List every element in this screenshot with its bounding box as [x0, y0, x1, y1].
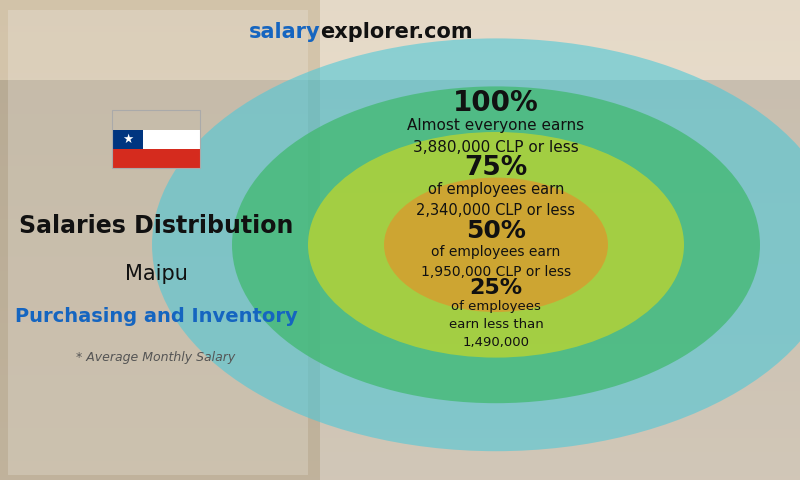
Text: Almost everyone earns: Almost everyone earns [407, 118, 585, 133]
Circle shape [308, 132, 684, 358]
Text: 100%: 100% [453, 89, 539, 117]
FancyBboxPatch shape [8, 10, 308, 475]
Bar [112, 149, 200, 168]
Text: of employees earn: of employees earn [431, 244, 561, 259]
Text: 3,880,000 CLP or less: 3,880,000 CLP or less [413, 140, 579, 155]
Text: Purchasing and Inventory: Purchasing and Inventory [14, 307, 298, 326]
Text: of employees: of employees [451, 300, 541, 313]
Text: 2,340,000 CLP or less: 2,340,000 CLP or less [417, 203, 575, 218]
Text: ★: ★ [122, 132, 133, 146]
Text: 25%: 25% [470, 278, 522, 298]
Circle shape [152, 38, 800, 451]
Text: of employees earn: of employees earn [428, 181, 564, 197]
Bar [112, 130, 200, 149]
Text: 50%: 50% [466, 219, 526, 243]
Text: Salaries Distribution: Salaries Distribution [19, 214, 293, 238]
Circle shape [384, 178, 608, 312]
Text: explorer.com: explorer.com [320, 22, 473, 42]
Text: 1,950,000 CLP or less: 1,950,000 CLP or less [421, 264, 571, 279]
Text: salary: salary [248, 22, 320, 42]
Text: earn less than: earn less than [449, 318, 543, 331]
Text: * Average Monthly Salary: * Average Monthly Salary [76, 351, 236, 364]
Circle shape [232, 86, 760, 403]
Text: 75%: 75% [464, 155, 528, 181]
Text: Maipu: Maipu [125, 264, 187, 284]
Bar [112, 110, 200, 168]
Bar [112, 130, 143, 149]
Text: 1,490,000: 1,490,000 [462, 336, 530, 349]
